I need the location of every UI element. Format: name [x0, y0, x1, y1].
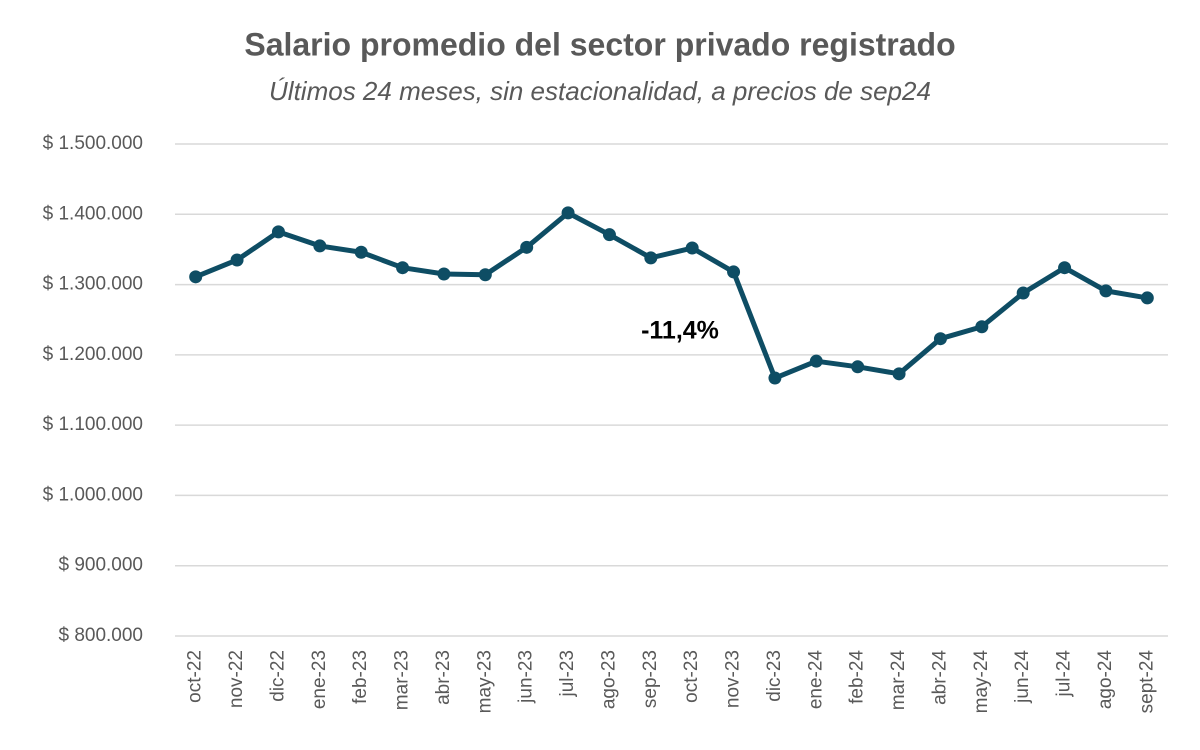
x-tick-label: jun-23 — [516, 650, 537, 704]
x-tick-label: mar-24 — [888, 650, 909, 711]
point — [602, 228, 616, 242]
y-tick-label: $ 1.400.000 — [43, 203, 143, 224]
point — [230, 253, 244, 267]
x-tick-label: jun-24 — [1012, 650, 1033, 704]
point — [685, 241, 699, 255]
x-tick-label: dic-22 — [267, 650, 288, 702]
y-tick-label: $ 900.000 — [58, 555, 143, 576]
point — [189, 270, 203, 284]
point — [975, 320, 989, 334]
x-tick-label: feb-23 — [350, 650, 371, 704]
x-tick-label: feb-24 — [847, 650, 868, 704]
chart-title: Salario promedio del sector privado regi… — [244, 26, 955, 62]
x-tick-label: abr-23 — [433, 650, 454, 705]
y-tick-label: $ 1.100.000 — [43, 414, 143, 435]
x-tick-label: oct-23 — [681, 650, 702, 703]
x-tick-label: abr-24 — [929, 650, 950, 705]
point — [520, 240, 534, 254]
x-tick-label: jul-23 — [557, 650, 578, 697]
point — [727, 265, 741, 279]
x-tick-label: dic-23 — [764, 650, 785, 702]
x-tick-label: ago-24 — [1095, 650, 1116, 710]
chart-subtitle: Últimos 24 meses, sin estacionalidad, a … — [269, 76, 931, 106]
point — [1099, 284, 1113, 298]
point — [1058, 261, 1072, 275]
point — [644, 251, 658, 265]
line — [194, 210, 1148, 381]
point — [851, 360, 865, 374]
y-tick-label: $ 1.500.000 — [43, 133, 143, 154]
x-tick-label: nov-23 — [723, 650, 744, 708]
point — [313, 239, 327, 253]
annotation: -11,4% — [641, 317, 719, 345]
x-tick-label: oct-22 — [185, 650, 206, 703]
y-tick-label: $ 1.200.000 — [43, 344, 143, 365]
point — [271, 225, 285, 239]
point — [1140, 291, 1154, 305]
x-tick-label: ago-23 — [598, 650, 619, 709]
point — [478, 268, 492, 282]
point — [437, 267, 451, 281]
point — [1016, 286, 1030, 300]
x-tick-label: nov-22 — [226, 650, 247, 708]
x-tick-label: jul-24 — [1054, 650, 1075, 698]
point — [561, 206, 575, 220]
x-tick-label: mar-23 — [392, 650, 413, 710]
point — [396, 261, 410, 275]
y-tick-label: $ 1.300.000 — [43, 274, 143, 295]
x-tick-label: ene-23 — [309, 650, 330, 709]
point — [354, 245, 368, 259]
point — [768, 371, 782, 385]
x-tick-label: may-23 — [474, 650, 495, 713]
point — [809, 354, 823, 368]
point — [933, 332, 947, 346]
x-tick-label: may-24 — [971, 650, 992, 714]
x-tick-label: ene-24 — [805, 650, 826, 710]
y-tick-label: $ 1.000.000 — [43, 484, 143, 505]
x-tick-label: sept-24 — [1136, 650, 1157, 714]
point — [892, 367, 906, 381]
x-tick-label: sep-23 — [640, 650, 661, 708]
y-tick-label: $ 800.000 — [58, 625, 143, 646]
